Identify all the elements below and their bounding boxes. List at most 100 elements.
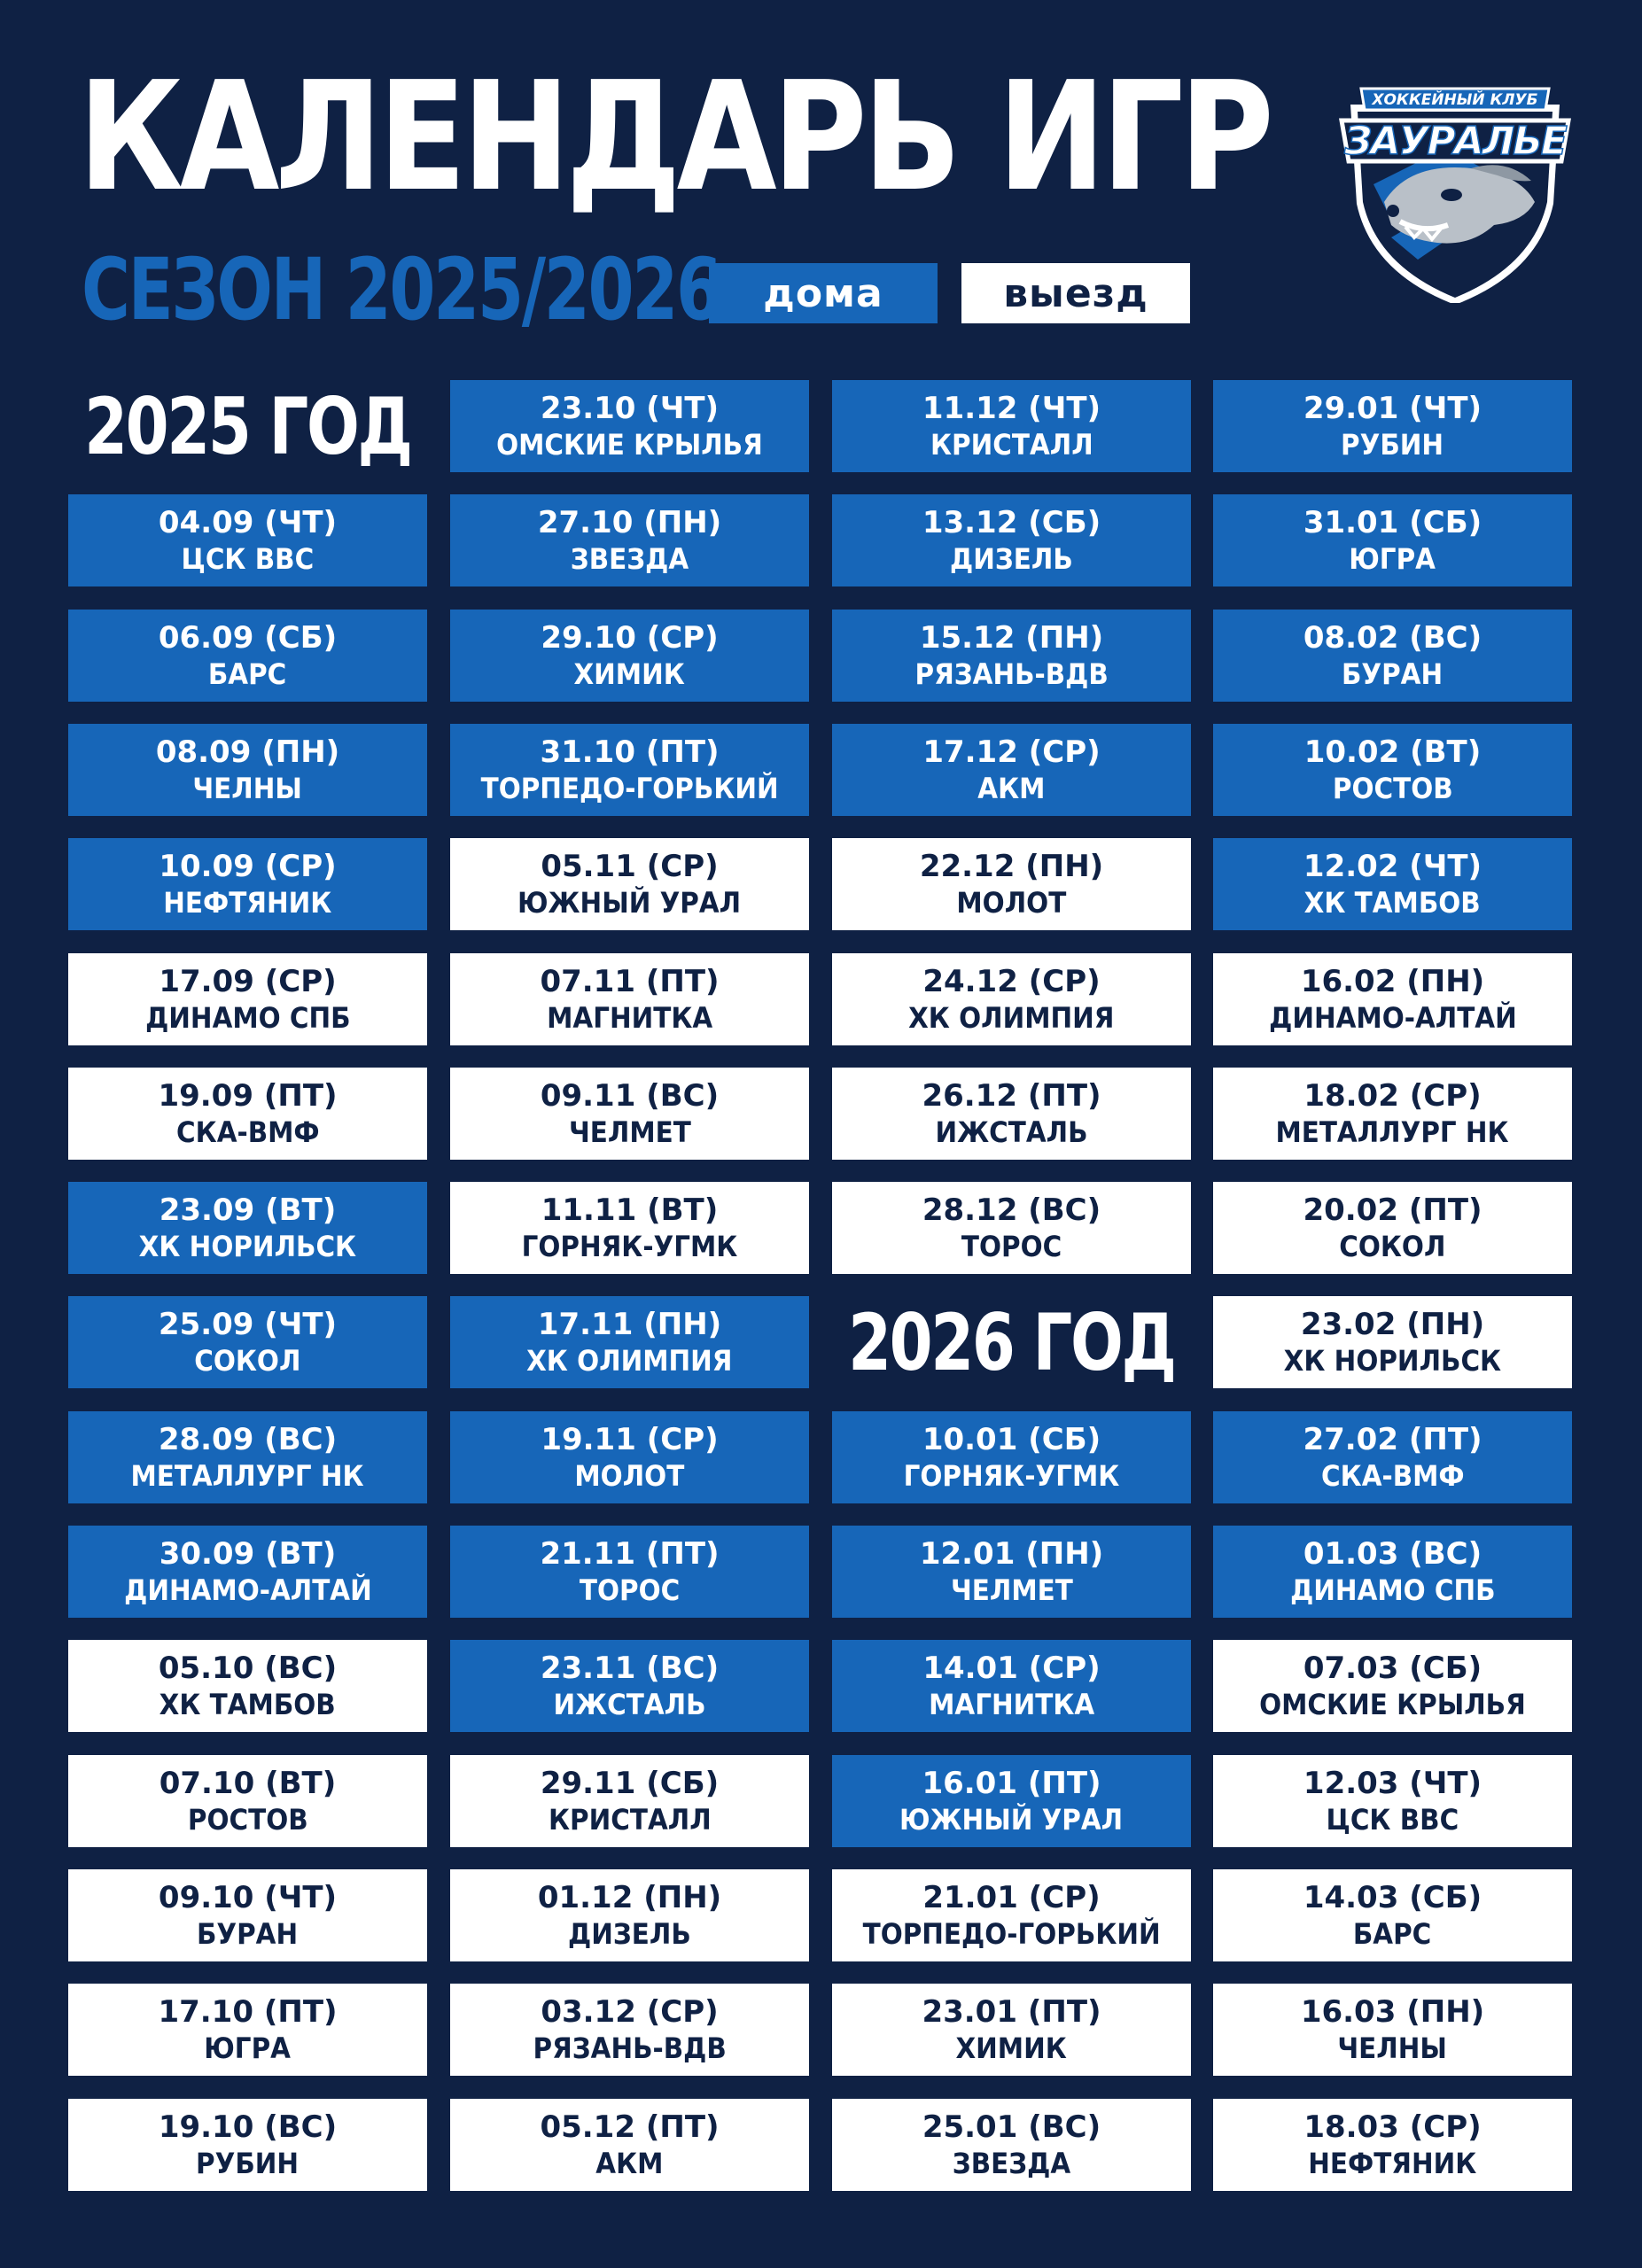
game-opponent: ЧЕЛНЫ (1337, 2031, 1448, 2065)
game-cell-home: 01.03 (ВС) ДИНАМО СПБ (1213, 1526, 1572, 1618)
game-cell-home: 13.12 (СБ) ДИЗЕЛЬ (832, 494, 1191, 586)
game-cell-home: 06.09 (СБ) БАРС (68, 610, 427, 702)
game-date: 21.01 (СР) (922, 1880, 1101, 1915)
game-opponent: ХК НОРИЛЬСК (138, 1230, 357, 1263)
game-date: 23.09 (ВТ) (159, 1192, 337, 1228)
game-date: 03.12 (СР) (541, 1994, 719, 2030)
game-opponent: ИЖСТАЛЬ (553, 1688, 706, 1721)
game-date: 14.03 (СБ) (1303, 1880, 1482, 1915)
logo-name: ЗАУРАЛЬЕ (1343, 119, 1568, 164)
game-opponent: БАРС (208, 657, 287, 691)
game-opponent: ТОРПЕДО-ГОРЬКИЙ (480, 772, 779, 805)
game-cell-home: 30.09 (ВТ) ДИНАМО-АЛТАЙ (68, 1526, 427, 1618)
game-opponent: ДИЗЕЛЬ (950, 542, 1073, 576)
game-opponent: МАГНИТКА (928, 1688, 1095, 1721)
game-date: 08.02 (ВС) (1303, 620, 1482, 656)
game-cell-home: 04.09 (ЧТ) ЦСК ВВС (68, 494, 427, 586)
game-opponent: РЯЗАНЬ-ВДВ (533, 2031, 727, 2065)
game-date: 29.11 (СБ) (540, 1766, 720, 1801)
game-opponent: СОКОЛ (194, 1344, 301, 1378)
game-date: 16.03 (ПН) (1300, 1994, 1485, 2030)
game-cell-away: 16.03 (ПН) ЧЕЛНЫ (1213, 1984, 1572, 2076)
game-cell-home: 23.11 (ВС) ИЖСТАЛЬ (450, 1640, 809, 1732)
game-cell-away: 14.03 (СБ) БАРС (1213, 1869, 1572, 1961)
game-date: 19.10 (ВС) (158, 2109, 338, 2145)
game-date: 05.12 (ПТ) (540, 2109, 720, 2145)
game-opponent: БУРАН (1342, 657, 1444, 691)
game-cell-away: 09.10 (ЧТ) БУРАН (68, 1869, 427, 1961)
game-date: 12.03 (ЧТ) (1303, 1766, 1482, 1801)
game-cell-home: 21.11 (ПТ) ТОРОС (450, 1526, 809, 1618)
game-date: 25.01 (ВС) (922, 2109, 1101, 2145)
game-opponent: КРИСТАЛЛ (930, 428, 1093, 462)
game-opponent: ХИМИК (955, 2031, 1068, 2065)
game-opponent: ЧЕЛНЫ (192, 772, 303, 805)
game-opponent: ТОРПЕДО-ГОРЬКИЙ (862, 1917, 1161, 1951)
game-date: 06.09 (СБ) (158, 620, 338, 656)
game-opponent: БАРС (1353, 1917, 1432, 1951)
game-date: 09.10 (ЧТ) (158, 1880, 338, 1915)
game-cell-away: 07.10 (ВТ) РОСТОВ (68, 1755, 427, 1847)
game-date: 17.11 (ПН) (537, 1307, 722, 1342)
year-heading-label: 2025 ГОД (84, 380, 413, 472)
game-date: 27.10 (ПН) (537, 505, 722, 540)
game-opponent: ДИНАМО СПБ (144, 1001, 351, 1035)
game-cell-away: 25.01 (ВС) ЗВЕЗДА (832, 2099, 1191, 2191)
game-opponent: НЕФТЯНИК (1308, 2147, 1477, 2180)
game-opponent: ГОРНЯК-УГМК (903, 1459, 1120, 1493)
game-cell-away: 17.09 (СР) ДИНАМО СПБ (68, 953, 427, 1045)
game-opponent: СКА-ВМФ (175, 1115, 320, 1149)
game-cell-home: 31.01 (СБ) ЮГРА (1213, 494, 1572, 586)
game-date: 27.02 (ПТ) (1303, 1422, 1482, 1457)
game-date: 16.01 (ПТ) (922, 1766, 1101, 1801)
game-cell-home: 29.01 (ЧТ) РУБИН (1213, 380, 1572, 472)
game-cell-away: 03.12 (СР) РЯЗАНЬ-ВДВ (450, 1984, 809, 2076)
game-date: 10.09 (СР) (159, 849, 337, 884)
game-cell-away: 20.02 (ПТ) СОКОЛ (1213, 1182, 1572, 1274)
game-opponent: РУБИН (196, 2147, 300, 2180)
game-cell-away: 07.03 (СБ) ОМСКИЕ КРЫЛЬЯ (1213, 1640, 1572, 1732)
game-cell-home: 19.11 (СР) МОЛОТ (450, 1411, 809, 1503)
game-cell-home: 25.09 (ЧТ) СОКОЛ (68, 1296, 427, 1388)
game-date: 15.12 (ПН) (919, 620, 1104, 656)
game-opponent: ХК НОРИЛЬСК (1283, 1344, 1502, 1378)
game-date: 11.12 (ЧТ) (922, 391, 1101, 426)
game-opponent: ЧЕЛМЕТ (568, 1115, 691, 1149)
game-opponent: ЮЖНЫЙ УРАЛ (899, 1803, 1124, 1837)
game-cell-home: 31.10 (ПТ) ТОРПЕДО-ГОРЬКИЙ (450, 724, 809, 816)
game-opponent: ОМСКИЕ КРЫЛЬЯ (496, 428, 763, 462)
game-opponent: ЦСК ВВС (1326, 1803, 1459, 1837)
game-cell-away: 05.11 (СР) ЮЖНЫЙ УРАЛ (450, 838, 809, 930)
game-opponent: ХК ОЛИМПИЯ (526, 1344, 733, 1378)
year-heading-label: 2026 ГОД (848, 1296, 1177, 1388)
game-date: 31.01 (СБ) (1303, 505, 1482, 540)
game-date: 23.01 (ПТ) (922, 1994, 1101, 2030)
game-opponent: ЮГРА (204, 2031, 292, 2065)
game-cell-home: 08.09 (ПН) ЧЕЛНЫ (68, 724, 427, 816)
game-cell-away: 29.11 (СБ) КРИСТАЛЛ (450, 1755, 809, 1847)
game-date: 09.11 (ВС) (540, 1078, 720, 1114)
game-date: 19.11 (СР) (541, 1422, 719, 1457)
ferret-mascot-shield-icon: ХОККЕЙНЫЙ КЛУБ ЗАУРАЛЬЕ (1339, 87, 1571, 303)
game-cell-away: 07.11 (ПТ) МАГНИТКА (450, 953, 809, 1045)
game-cell-home: 17.12 (СР) АКМ (832, 724, 1191, 816)
game-opponent: МОЛОТ (956, 886, 1067, 920)
game-date: 17.09 (СР) (159, 964, 337, 999)
game-opponent: ТОРОС (579, 1573, 681, 1607)
year-heading: 2026 ГОД (832, 1296, 1191, 1388)
game-opponent: ЮЖНЫЙ УРАЛ (518, 886, 742, 920)
game-opponent: МОЛОТ (574, 1459, 685, 1493)
game-opponent: ХК ТАМБОВ (159, 1688, 337, 1721)
game-date: 24.12 (СР) (922, 964, 1101, 999)
game-opponent: ЗВЕЗДА (952, 2147, 1071, 2180)
year-heading: 2025 ГОД (68, 380, 427, 472)
game-cell-home: 14.01 (СР) МАГНИТКА (832, 1640, 1191, 1732)
game-cell-away: 01.12 (ПН) ДИЗЕЛЬ (450, 1869, 809, 1961)
game-opponent: КРИСТАЛЛ (548, 1803, 712, 1837)
game-cell-away: 12.03 (ЧТ) ЦСК ВВС (1213, 1755, 1572, 1847)
logo-caption: ХОККЕЙНЫЙ КЛУБ (1371, 89, 1537, 109)
game-cell-away: 05.10 (ВС) ХК ТАМБОВ (68, 1640, 427, 1732)
game-cell-home: 23.10 (ЧТ) ОМСКИЕ КРЫЛЬЯ (450, 380, 809, 472)
game-date: 05.10 (ВС) (158, 1651, 338, 1686)
game-cell-home: 15.12 (ПН) РЯЗАНЬ-ВДВ (832, 610, 1191, 702)
